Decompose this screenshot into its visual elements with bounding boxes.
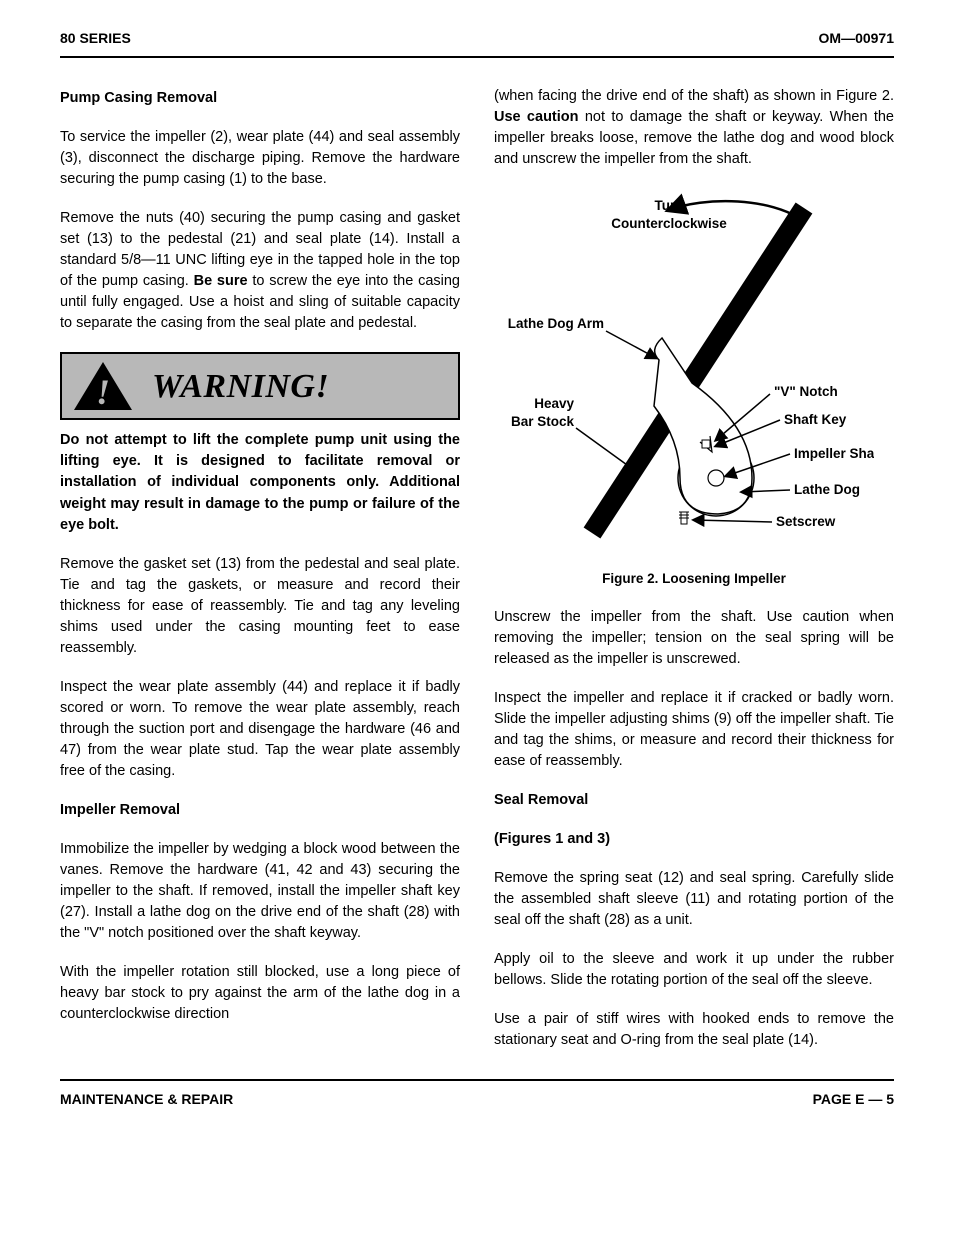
- svg-text:"V" Notch: "V" Notch: [774, 384, 838, 399]
- loosening-impeller-diagram: Turn Counterclockwise Lathe Dog Arm Heav…: [494, 188, 874, 548]
- svg-text:Heavy: Heavy: [534, 396, 574, 411]
- body-text: Remove the gasket set (13) from the pede…: [60, 554, 460, 659]
- body-text: Use a pair of stiff wires with hooked en…: [494, 1009, 894, 1051]
- page-number: PAGE E — 5: [813, 1089, 894, 1109]
- section-label: MAINTENANCE & REPAIR: [60, 1089, 233, 1109]
- body-text: Apply oil to the sleeve and work it up u…: [494, 949, 894, 991]
- svg-text:Counterclockwise: Counterclockwise: [611, 216, 727, 231]
- page-footer: MAINTENANCE & REPAIR PAGE E — 5: [60, 1079, 894, 1109]
- body-text: (when facing the drive end of the shaft)…: [494, 86, 894, 170]
- warning-label: WARNING!: [152, 362, 329, 411]
- body-text: Unscrew the impeller from the shaft. Use…: [494, 607, 894, 670]
- doc-id: OM—00971: [819, 28, 894, 48]
- svg-text:Setscrew: Setscrew: [776, 514, 836, 529]
- body-text: Inspect the impeller and replace it if c…: [494, 688, 894, 772]
- bold-text: Be sure: [194, 273, 248, 289]
- heading-seal-removal: Seal Removal: [494, 790, 894, 811]
- body-text: Remove the spring seat (12) and seal spr…: [494, 868, 894, 931]
- warning-triangle-icon: !: [72, 360, 134, 412]
- warning-box: ! WARNING!: [60, 352, 460, 420]
- column-left: Pump Casing Removal To service the impel…: [60, 86, 460, 1051]
- bold-text: Use caution: [494, 109, 579, 125]
- content-columns: Pump Casing Removal To service the impel…: [60, 86, 894, 1051]
- body-text: Immobilize the impeller by wedging a blo…: [60, 839, 460, 944]
- body-text: Inspect the wear plate assembly (44) and…: [60, 677, 460, 782]
- svg-text:!: !: [96, 372, 110, 412]
- page-header: 80 SERIES OM—00971: [60, 28, 894, 58]
- series-label: 80 SERIES: [60, 28, 131, 48]
- body-text: With the impeller rotation still blocked…: [60, 962, 460, 1025]
- heading-figures-ref: (Figures 1 and 3): [494, 829, 894, 850]
- body-text: Remove the nuts (40) securing the pump c…: [60, 208, 460, 334]
- svg-text:Turn: Turn: [655, 198, 684, 213]
- svg-text:Impeller Shaft: Impeller Shaft: [794, 446, 874, 461]
- svg-text:Bar Stock: Bar Stock: [511, 414, 575, 429]
- svg-text:Lathe Dog: Lathe Dog: [794, 482, 860, 497]
- heading-impeller-removal: Impeller Removal: [60, 800, 460, 821]
- heading-pump-casing-removal: Pump Casing Removal: [60, 88, 460, 109]
- warning-text: Do not attempt to lift the complete pump…: [60, 430, 460, 535]
- figure-2: Turn Counterclockwise Lathe Dog Arm Heav…: [494, 188, 894, 555]
- figure-caption: Figure 2. Loosening Impeller: [494, 569, 894, 589]
- body-text: To service the impeller (2), wear plate …: [60, 127, 460, 190]
- column-right: (when facing the drive end of the shaft)…: [494, 86, 894, 1051]
- svg-text:Lathe Dog Arm: Lathe Dog Arm: [508, 316, 604, 331]
- svg-text:Shaft Key: Shaft Key: [784, 412, 847, 427]
